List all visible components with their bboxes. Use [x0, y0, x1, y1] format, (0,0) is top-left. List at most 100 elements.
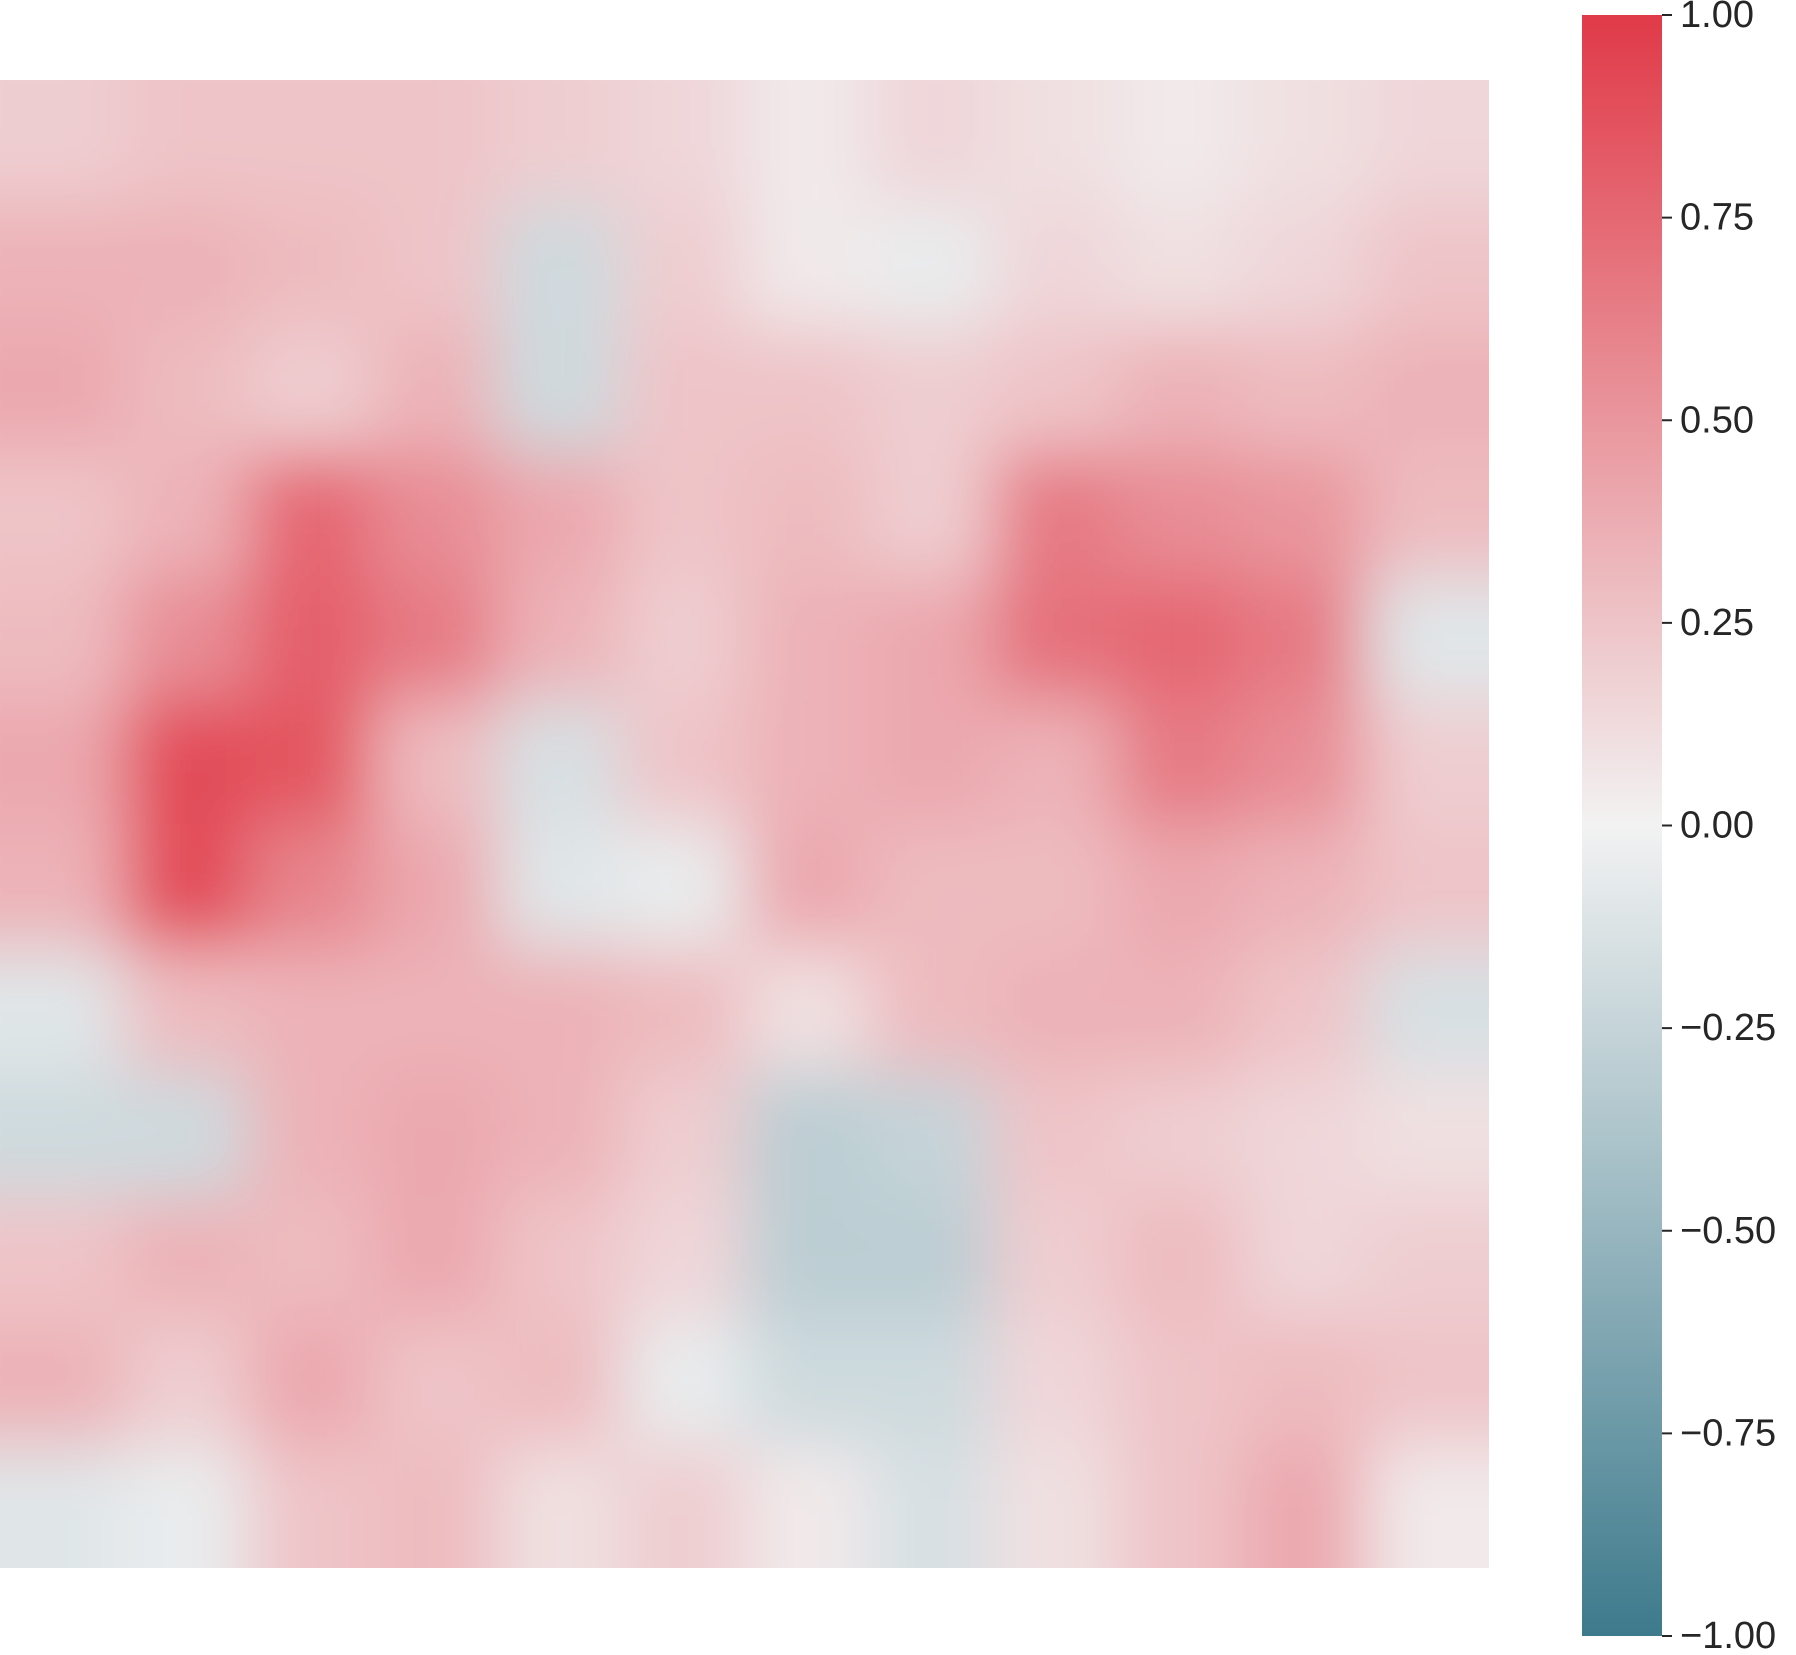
heatmap-cell: [1364, 1320, 1489, 1445]
heatmap-cell: [744, 1072, 870, 1197]
heatmap-cell: [744, 700, 870, 825]
heatmap-cell: [620, 204, 746, 329]
heatmap-cell: [1116, 204, 1242, 329]
heatmap-cell: [620, 948, 746, 1073]
heatmap-cell: [1116, 1196, 1242, 1321]
colorbar-tick-label: 0.75: [1680, 197, 1754, 239]
heatmap-cell: [620, 1196, 746, 1321]
heatmap-cell: [496, 80, 622, 205]
heatmap-cell: [868, 576, 994, 701]
heatmap-cell: [1240, 948, 1366, 1073]
heatmap-cell: [1116, 1072, 1242, 1197]
heatmap-cell: [1116, 948, 1242, 1073]
heatmap-cell: [1116, 80, 1242, 205]
heatmap-cell: [992, 204, 1118, 329]
heatmap-cell: [1364, 1444, 1489, 1568]
heatmap-cell: [868, 824, 994, 949]
heatmap-cell: [1240, 1196, 1366, 1321]
heatmap-cell: [496, 576, 622, 701]
colorbar-tick-label: 0.25: [1680, 602, 1754, 644]
heatmap-cell: [744, 1444, 870, 1568]
heatmap-cell: [1240, 80, 1366, 205]
heatmap-cell: [1240, 1444, 1366, 1568]
heatmap-cell: [372, 576, 498, 701]
heatmap-cell: [1240, 824, 1366, 949]
heatmap-cell: [744, 452, 870, 577]
heatmap-cell: [372, 824, 498, 949]
heatmap-cell: [248, 328, 374, 453]
heatmap-cell: [744, 576, 870, 701]
heatmap-cell: [992, 1320, 1118, 1445]
heatmap-cell: [744, 1320, 870, 1445]
heatmap-cell: [1240, 204, 1366, 329]
heatmap-cell: [992, 1196, 1118, 1321]
heatmap-cell: [1116, 1320, 1242, 1445]
heatmap-cell: [992, 1072, 1118, 1197]
heatmap-cell: [372, 1320, 498, 1445]
heatmap-cell: [372, 948, 498, 1073]
heatmap-cell: [1116, 824, 1242, 949]
heatmap-cell: [1116, 1444, 1242, 1568]
heatmap-cell: [868, 1444, 994, 1568]
heatmap-cell: [248, 700, 374, 825]
heatmap-cell: [124, 700, 250, 825]
heatmap-cell: [372, 700, 498, 825]
heatmap-cell: [248, 80, 374, 205]
heatmap-cell: [1240, 576, 1366, 701]
heatmap-cell: [0, 80, 126, 205]
heatmap-cell: [1364, 328, 1489, 453]
heatmap-cell: [868, 948, 994, 1073]
colorbar-tick-label: 1.00: [1680, 0, 1754, 36]
colorbar-gradient-bar: [1582, 15, 1662, 1636]
heatmap-cell: [868, 1072, 994, 1197]
heatmap-cell: [0, 1196, 126, 1321]
colorbar-tick-label: −0.75: [1680, 1412, 1776, 1454]
heatmap-cell: [0, 1072, 126, 1197]
heatmap-cell: [1364, 452, 1489, 577]
heatmap-cell: [0, 576, 126, 701]
colorbar-tick-label: 0.50: [1680, 399, 1754, 441]
heatmap-cells: [0, 80, 1489, 1568]
heatmap-cell: [992, 948, 1118, 1073]
heatmap-cell: [248, 948, 374, 1073]
heatmap-cell: [248, 824, 374, 949]
heatmap-cell: [992, 700, 1118, 825]
heatmap-cell: [992, 576, 1118, 701]
heatmap-cell: [496, 328, 622, 453]
heatmap-cell: [124, 328, 250, 453]
heatmap-cell: [1364, 1072, 1489, 1197]
heatmap-cell: [0, 1320, 126, 1445]
heatmap-cell: [372, 1196, 498, 1321]
heatmap-cell: [372, 452, 498, 577]
heatmap-cell: [992, 452, 1118, 577]
heatmap-cell: [868, 80, 994, 205]
heatmap-cell: [868, 328, 994, 453]
heatmap-cell: [124, 1072, 250, 1197]
heatmap-cell: [1364, 204, 1489, 329]
colorbar-tick-label: −1.00: [1680, 1615, 1776, 1655]
heatmap-cell: [1364, 1196, 1489, 1321]
heatmap-cell: [744, 948, 870, 1073]
heatmap-cell: [868, 700, 994, 825]
heatmap-cell: [124, 1320, 250, 1445]
heatmap-cell: [620, 1072, 746, 1197]
heatmap-cell: [496, 1196, 622, 1321]
heatmap-cell: [1240, 452, 1366, 577]
heatmap-cell: [992, 80, 1118, 205]
heatmap-cell: [0, 204, 126, 329]
heatmap-cell: [124, 1196, 250, 1321]
heatmap-cell: [496, 948, 622, 1073]
heatmap-cell: [248, 452, 374, 577]
heatmap-cell: [868, 1320, 994, 1445]
heatmap-cell: [992, 824, 1118, 949]
heatmap-cell: [124, 1444, 250, 1568]
heatmap-cell: [1116, 452, 1242, 577]
heatmap-cell: [620, 700, 746, 825]
heatmap-cell: [372, 1444, 498, 1568]
heatmap-cell: [0, 328, 126, 453]
heatmap-cell: [992, 1444, 1118, 1568]
heatmap-cell: [1364, 576, 1489, 701]
colorbar: 1.00 0.75 0.50 0.25 0.00 −0.25 −0.50 −0.75 −1.00: [1582, 0, 1776, 1655]
heatmap-cell: [1240, 1320, 1366, 1445]
